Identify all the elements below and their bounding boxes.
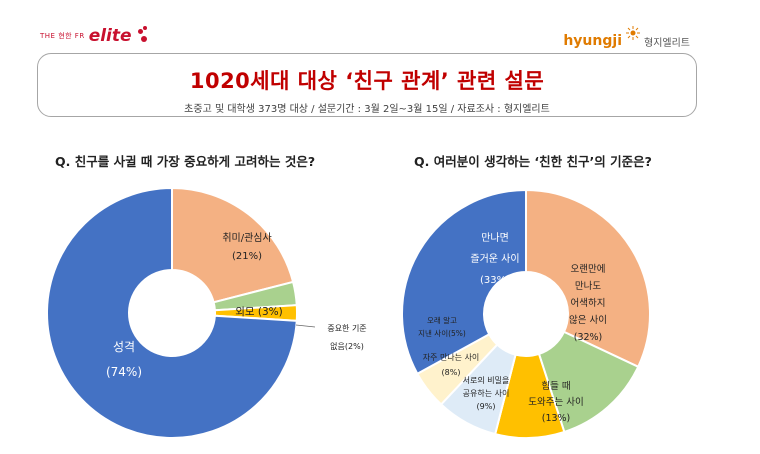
title-box: 1020세대 대상 ‘친구 관계’ 관련 설문 초중고 및 대학생 373명 대… bbox=[37, 53, 697, 117]
leader-line bbox=[295, 324, 316, 328]
logo-right-korean: 형지엘리트 bbox=[644, 37, 690, 49]
page-title: 1020세대 대상 ‘친구 관계’ 관련 설문 bbox=[189, 69, 545, 93]
slice-label-1-2: 외모 (3%) bbox=[235, 306, 283, 318]
sun-icon bbox=[626, 26, 640, 40]
slice-label-1-3: 중요한 기준 없음(2%) bbox=[327, 324, 366, 351]
slice-1-1 bbox=[171, 186, 295, 304]
page-subtitle: 초중고 및 대학생 373명 대상 / 설문기간 : 3월 2일~3월 15일 … bbox=[184, 104, 550, 115]
chart1-question: Q. 친구를 사귈 때 가장 중요하게 고려하는 것은? bbox=[55, 154, 316, 169]
elite-logo: THE 현한 FR elite bbox=[40, 26, 148, 46]
logo-brand-text: elite bbox=[88, 26, 132, 46]
slice-1-4 bbox=[46, 186, 298, 439]
logo-small-text: THE 현한 FR bbox=[40, 32, 85, 40]
logo-right-brand: hyungji bbox=[563, 33, 622, 49]
chart2-question: Q. 여러분이 생각하는 ‘친한 친구’의 기준은? bbox=[414, 154, 652, 169]
slice-label-1-1: 취미/관심사 (21%) bbox=[222, 232, 271, 262]
slice-label-1-4: 성격 (74%) bbox=[106, 340, 142, 379]
hyungji-logo: hyungji 형지엘리트 bbox=[563, 26, 690, 49]
elite-mark-icon bbox=[137, 26, 148, 43]
